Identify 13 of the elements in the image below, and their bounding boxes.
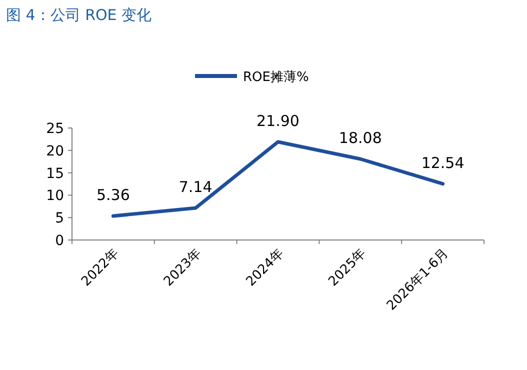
data-label: 12.54 <box>421 154 464 172</box>
data-label: 7.14 <box>178 178 212 196</box>
legend-label: ROE摊薄% <box>243 70 309 85</box>
y-tick-label: 10 <box>46 188 64 204</box>
y-tick-label: 0 <box>55 233 64 249</box>
data-label: 18.08 <box>338 129 382 147</box>
y-tick-label: 20 <box>46 143 64 160</box>
y-tick-label: 5 <box>55 210 64 227</box>
y-tick-label: 25 <box>46 121 64 137</box>
y-tick-label: 15 <box>46 166 64 182</box>
chart-title: 图 4：公司 ROE 变化 <box>6 6 152 24</box>
data-label: 21.90 <box>256 112 300 130</box>
data-label: 5.36 <box>96 186 130 204</box>
